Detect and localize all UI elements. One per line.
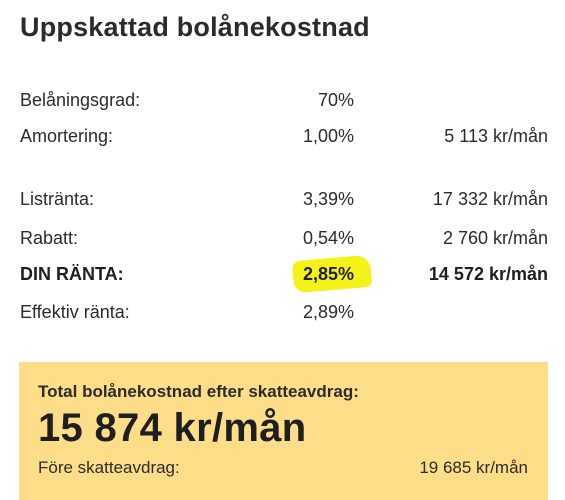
row-your-rate: DIN RÄNTA: 2,85% 14 572 kr/mån	[20, 260, 548, 288]
before-tax-value: 19 685 kr/mån	[419, 458, 528, 477]
row-effective-rate: Effektiv ränta: 2,89%	[20, 298, 548, 326]
your-rate-percent: 2,85%	[302, 264, 354, 284]
loan-to-value-percent: 70%	[317, 90, 354, 110]
list-rate-percent: 3,39%	[302, 189, 354, 209]
amortization-percent: 1,00%	[302, 126, 354, 146]
your-rate-label: DIN RÄNTA:	[20, 264, 124, 284]
list-rate-amount: 17 332 kr/mån	[432, 189, 548, 209]
loan-to-value-label: Belåningsgrad:	[20, 90, 141, 110]
amortization-amount: 5 113 kr/mån	[444, 126, 548, 146]
total-cost-box: Total bolånekostnad efter skatteavdrag: …	[19, 362, 548, 500]
discount-percent: 0,54%	[302, 228, 354, 248]
discount-label: Rabatt:	[20, 228, 79, 248]
total-cost-value: 15 874 kr/mån	[38, 406, 307, 450]
total-cost-heading: Total bolånekostnad efter skatteavdrag:	[38, 382, 359, 401]
row-discount: Rabatt: 0,54% 2 760 kr/mån	[20, 224, 548, 252]
row-amortization: Amortering: 1,00% 5 113 kr/mån	[20, 122, 548, 150]
list-rate-label: Listränta:	[20, 189, 95, 209]
discount-amount: 2 760 kr/mån	[442, 228, 548, 248]
your-rate-amount: 14 572 kr/mån	[428, 264, 548, 284]
row-loan-to-value: Belåningsgrad: 70%	[20, 86, 548, 114]
effective-rate-label: Effektiv ränta:	[20, 302, 130, 322]
page-title: Uppskattad bolånekostnad	[20, 12, 370, 42]
effective-rate-percent: 2,89%	[302, 302, 354, 322]
row-list-rate: Listränta: 3,39% 17 332 kr/mån	[20, 185, 548, 213]
amortization-label: Amortering:	[20, 126, 114, 146]
before-tax-label: Före skatteavdrag:	[38, 458, 180, 477]
